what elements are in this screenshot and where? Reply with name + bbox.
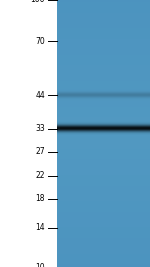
Text: 44: 44 [35,91,45,100]
Text: 100: 100 [30,0,45,5]
Text: 22: 22 [36,171,45,180]
Text: 27: 27 [35,147,45,156]
Text: 33: 33 [35,124,45,133]
Text: 18: 18 [36,194,45,203]
Text: 10: 10 [35,262,45,267]
Text: 14: 14 [35,223,45,233]
Text: 70: 70 [35,37,45,46]
